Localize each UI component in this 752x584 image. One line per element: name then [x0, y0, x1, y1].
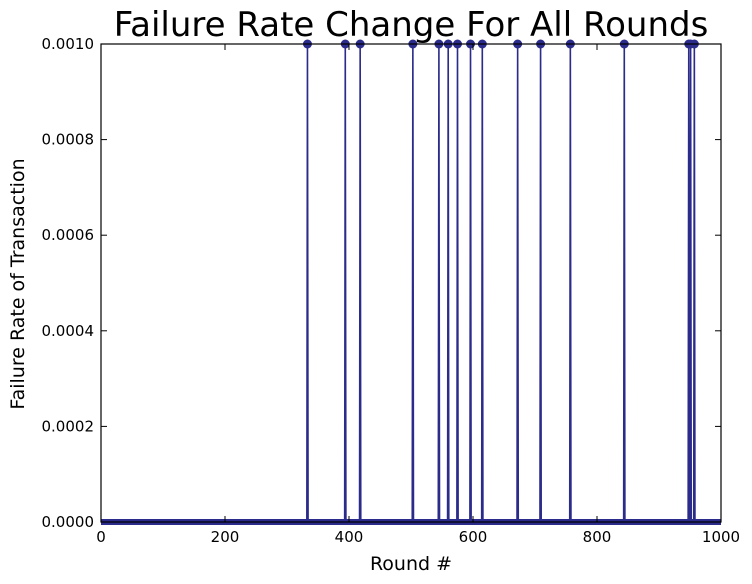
chart-title: Failure Rate Change For All Rounds — [114, 5, 709, 45]
y-tick-label: 0.0010 — [42, 35, 95, 53]
x-tick-label: 600 — [459, 528, 488, 546]
y-tick-label: 0.0000 — [42, 513, 95, 531]
series-group — [101, 39, 721, 525]
x-tick-label: 1000 — [702, 528, 740, 546]
x-tick-label: 800 — [583, 528, 612, 546]
y-tick-label: 0.0006 — [42, 226, 95, 244]
x-tick-label: 200 — [211, 528, 240, 546]
plot-frame — [100, 43, 722, 523]
x-tick-label: 0 — [96, 528, 106, 546]
x-tick-label: 400 — [335, 528, 364, 546]
y-tick-label: 0.0004 — [42, 322, 95, 340]
plot-area — [100, 39, 722, 525]
x-axis-ticks: 0 200 400 600 800 1000 — [96, 44, 740, 546]
y-tick-label: 0.0002 — [42, 417, 95, 435]
y-tick-label: 0.0008 — [42, 131, 95, 149]
y-axis-ticks: 0.0000 0.0002 0.0004 0.0006 0.0008 0.0010 — [42, 35, 721, 531]
x-axis-label: Round # — [370, 553, 452, 575]
series-line — [101, 43, 721, 523]
y-axis-label: Failure Rate of Transaction — [7, 158, 29, 409]
